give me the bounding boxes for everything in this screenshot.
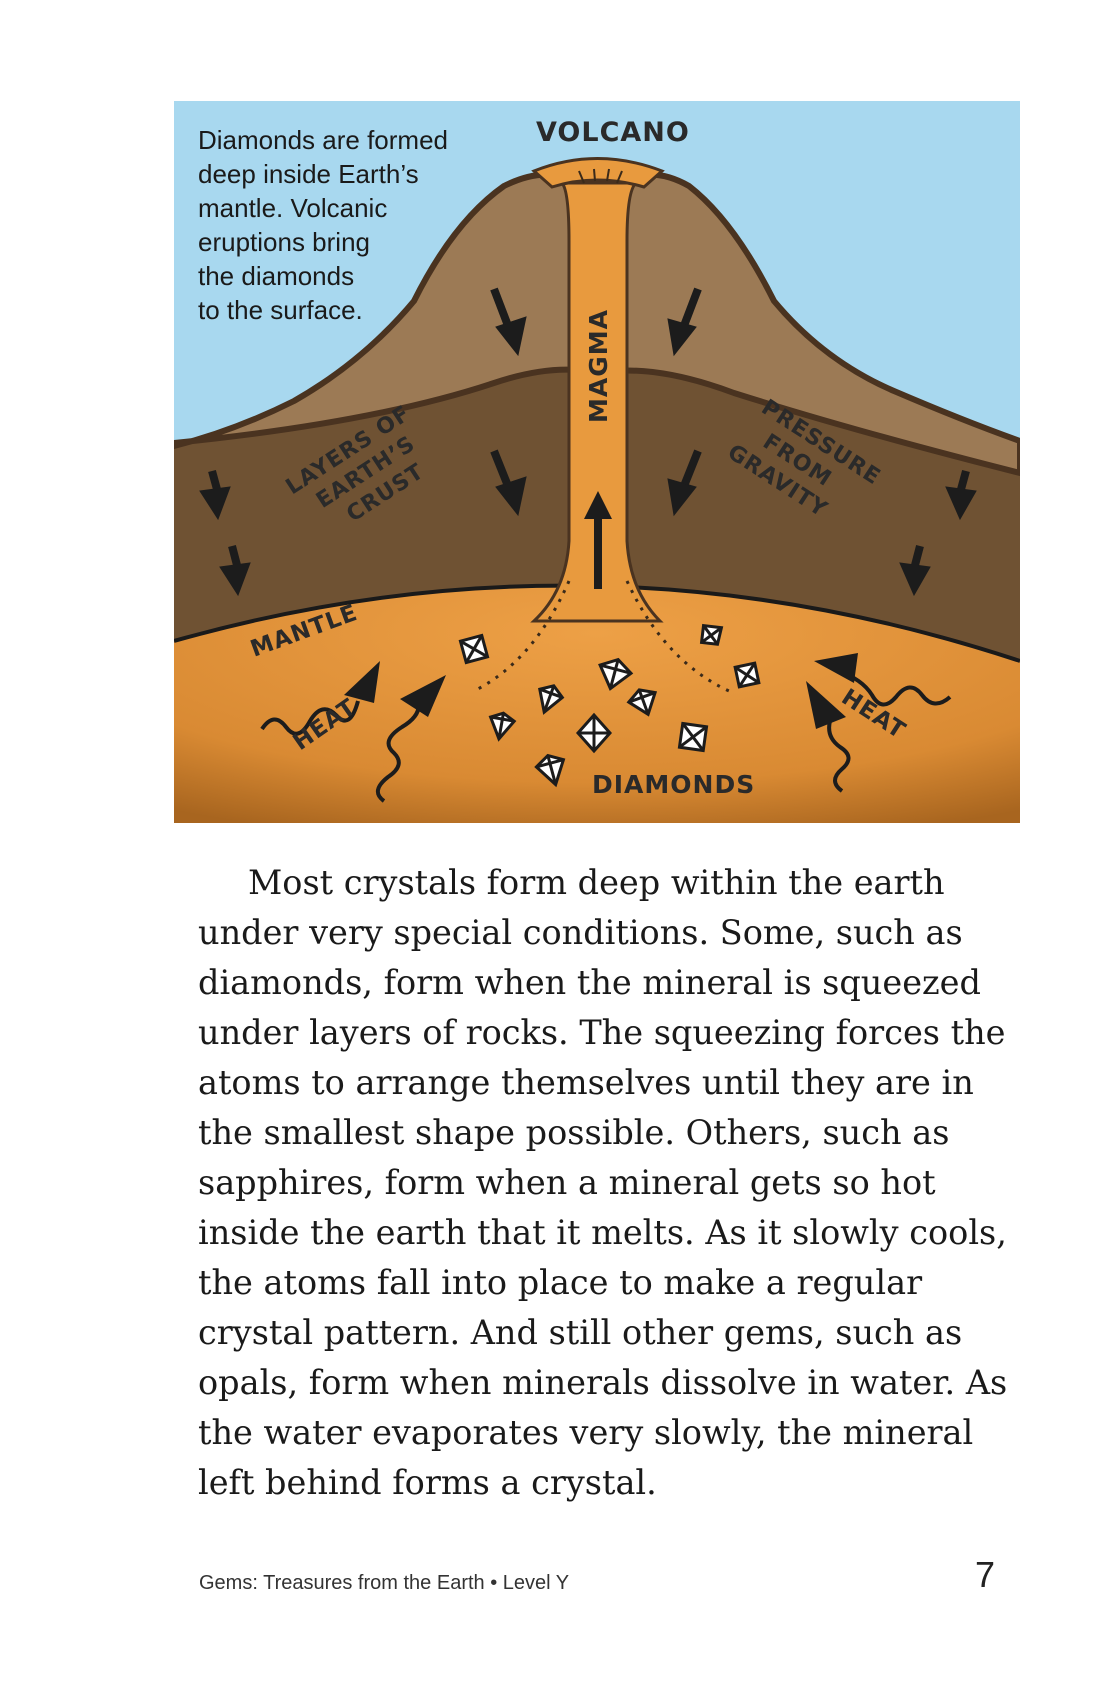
pressure-arrow	[667, 287, 702, 357]
volcano-diagram: Diamonds are formed deep inside Earth’s …	[174, 101, 1020, 823]
diamond-gem	[626, 688, 658, 717]
caption-line-3: mantle. Volcanic	[198, 193, 387, 223]
magma-spread-left	[473, 580, 571, 693]
pressure-arrow	[199, 469, 231, 521]
diamond-gem	[699, 623, 724, 646]
eruption-marks	[578, 168, 623, 184]
diamond-gem	[458, 633, 490, 665]
footer-book-title: Gems: Treasures from the Earth • Level Y	[199, 1572, 570, 1594]
magma-spread-right	[625, 580, 730, 693]
caption-line-2: deep inside Earth’s	[198, 159, 419, 189]
pressure-arrows	[199, 287, 977, 597]
caption-line-4: eruptions bring	[198, 227, 370, 257]
diamond-gem	[733, 661, 761, 689]
caption-line-5: the diamonds	[198, 261, 354, 291]
diamond-gem	[575, 712, 613, 754]
heat-arrow	[260, 700, 360, 736]
magma-conduit	[530, 181, 664, 623]
diamond-gem	[677, 721, 709, 753]
diamond-gems	[458, 623, 761, 788]
mantle-layer	[174, 585, 1020, 823]
crater	[531, 157, 665, 189]
pressure-arrow	[945, 469, 977, 521]
heat-arrows	[260, 669, 952, 803]
volcano-label: VOLCANO	[536, 117, 690, 148]
pressure-arrow	[490, 287, 527, 357]
diamond-gem	[488, 711, 517, 742]
caption-line-1: Diamonds are formed	[198, 125, 448, 155]
diamonds-label: DIAMONDS	[592, 770, 755, 799]
heat-arrow	[376, 700, 421, 803]
magma-up-arrow	[584, 491, 612, 589]
pressure-arrow	[667, 449, 702, 517]
page-number: 7	[974, 1554, 995, 1595]
diamond-gem	[534, 753, 566, 788]
diamond-gem	[598, 657, 634, 691]
body-text: Most crystals form deep within the earth…	[198, 858, 1028, 1508]
body-paragraph: Most crystals form deep within the earth…	[198, 863, 1008, 1502]
magma-label: MAGMA	[584, 309, 613, 423]
heat-arrowheads	[344, 653, 858, 729]
pressure-arrow	[899, 544, 931, 597]
volcano-diagram-svg: Diamonds are formed deep inside Earth’s …	[174, 101, 1020, 823]
diamond-gem	[538, 684, 565, 715]
heat-arrow	[827, 720, 851, 793]
pressure-arrow	[490, 449, 527, 517]
caption-line-6: to the surface.	[198, 295, 363, 325]
pressure-arrow	[219, 544, 251, 597]
heat-arrow	[837, 669, 952, 707]
